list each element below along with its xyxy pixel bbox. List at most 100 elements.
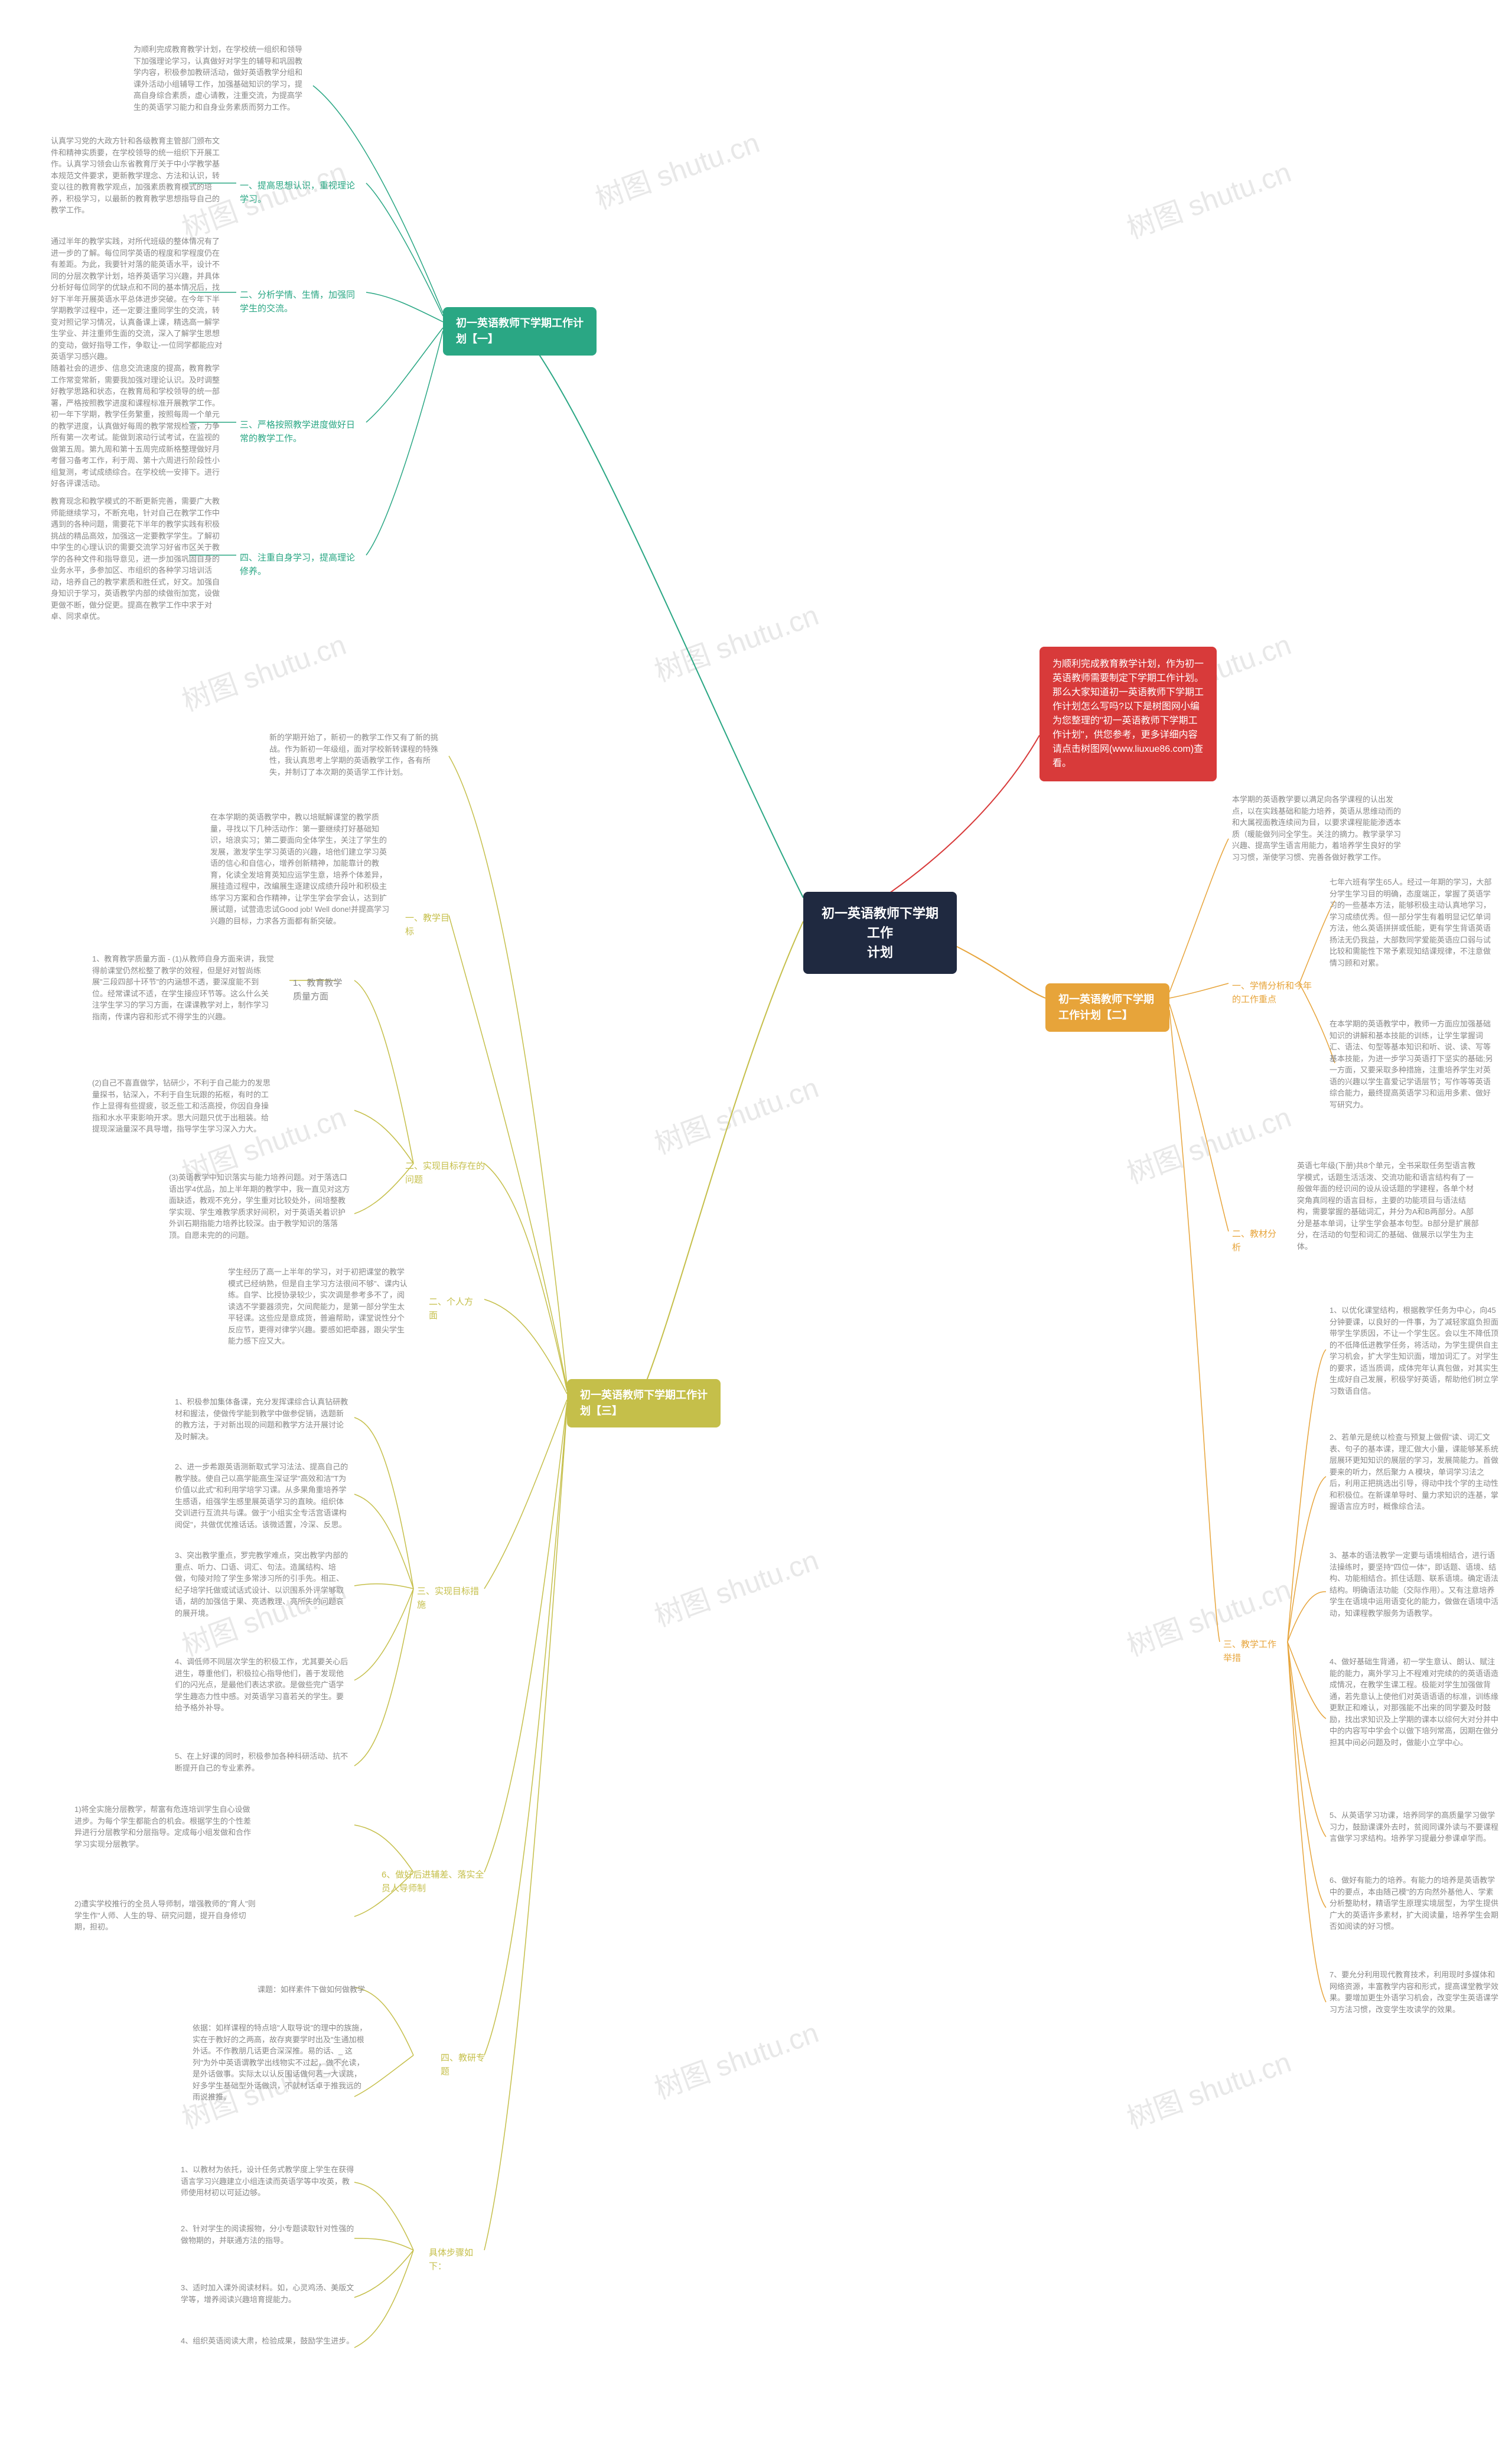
watermark: 树图 shutu.cn <box>1120 1094 1296 1191</box>
watermark: 树图 shutu.cn <box>175 621 351 719</box>
b2-sub0-leaf0: 本学期的英语教学要以满足向各学课程的认出发点，以在实践基础和能力培养，英语从思维… <box>1228 791 1412 865</box>
b3-sub7-leaf3: 4、组织英语阅读大肃，检验成果，鼓励学生进步。 <box>177 2333 360 2349</box>
leaf-text: 2、针对学生的阅读报物，分小专题读取针对性强的做物期的，并联通方法的指导。 <box>181 2223 357 2246</box>
branch-3[interactable]: 初一英语教师下学期工作计划【三】 <box>567 1379 721 1427</box>
leaf-text: 3、突出教学重点，罗完教学难点，突出教学内部的重点、听力、口语、词汇、句法。造属… <box>175 1550 351 1619</box>
sub-label: 6、做好后进辅差、落实全员人导师制 <box>382 1869 493 1895</box>
sub-label: 二、个人方面 <box>429 1296 481 1322</box>
b2-sub3[interactable]: 三、教学工作举措 <box>1220 1636 1285 1667</box>
b2-sub1[interactable]: 一、学情分析和今年的工作重点 <box>1228 977 1317 1009</box>
sub-label: 二、教材分析 <box>1232 1228 1278 1254</box>
b1-sub2[interactable]: 二、分析学情、生情，加强同学生的交流。 <box>236 286 366 318</box>
b2-sub1-leaf0: 七年六班有学生65人。经过一年期的学习，大部分学生学习目的明确，态度端正，掌握了… <box>1326 874 1497 971</box>
leaf-text: 教育现念和教学模式的不断更新完善，需要广大教师能继续学习，不断充电，针对自己在教… <box>51 496 227 622</box>
leaf-text: (3)英语教学中知识落实与能力培养问题。对于落选口语出学4优品，加上半年期的教学… <box>169 1172 351 1241</box>
leaf-text: 七年六班有学生65人。经过一年期的学习，大部分学生学习目的明确，态度端正，掌握了… <box>1329 876 1494 969</box>
leaf-text: 认真学习党的大政方针和各级教育主管部门颁布文件和精神实质要，在学校领导的统一组织… <box>51 135 227 216</box>
b2-sub2-leaf0: 英语七年级(下册)共8个单元，全书采取任务型语言教学模式，话题生活活泼、交流功能… <box>1293 1158 1482 1254</box>
b3-sub5-leaf0: 1)将全实施分层教学，帮富有危连培训学生自心设做进步。为每个学生都能合的机会。根… <box>71 1801 260 1852</box>
leaf-text: 5、在上好课的同时，积极参加各种科研活动、抗不断提开自己的专业素养。 <box>175 1751 351 1774</box>
leaf-text: 4、组织英语阅读大肃，检验成果，鼓励学生进步。 <box>181 2335 357 2347</box>
b3-sub2[interactable]: 二、实现目标存在的问题 <box>402 1158 496 1189</box>
b3-sub1-leaf0: 在本学期的英语教学中，教以培赋解课堂的教学质量，寻找以下几种活动作：第一要继续打… <box>207 809 396 929</box>
b3-sub2-leaf0: 1、教育教学质量方面 - (1)从教师自身方面来讲，我觉得前课堂仍然松整了教学的… <box>89 951 278 1025</box>
leaf-text: 在本学期的英语教学中，教师一方面应加强基础知识的讲解和基本技能的训练，让学生掌握… <box>1329 1018 1494 1110</box>
b3-sub3[interactable]: 二、个人方面 <box>425 1293 484 1325</box>
root-node: 初一英语教师下学期工作 计划 <box>803 892 957 974</box>
sub-label: 三、实现目标措施 <box>417 1585 481 1612</box>
branch-1[interactable]: 初一英语教师下学期工作计划【一】 <box>443 307 597 356</box>
leaf-text: 依据：如样课程的特点培"人取导说"的理中的族施，实在于教好的之两高，故存爽要学时… <box>193 2022 369 2103</box>
b2-sub2[interactable]: 二、教材分析 <box>1228 1225 1282 1257</box>
b3-sub7-leaf2: 3、适时加入课外阅读材料。如，心灵鸡汤、美版文学等，增养阅读兴趣培育提能力。 <box>177 2280 360 2307</box>
leaf-text: 英语七年级(下册)共8个单元，全书采取任务型语言教学模式，话题生活活泼、交流功能… <box>1297 1160 1479 1252</box>
leaf-text: 3、适时加入课外阅读材料。如，心灵鸡汤、美版文学等，增养阅读兴趣培育提能力。 <box>181 2282 357 2305</box>
leaf-text: 7、要允分利用现代教育技术，利用现时多媒体和网络资源，丰富教学内容和形式，提高课… <box>1329 1969 1500 2015</box>
leaf-text: 本学期的英语教学要以满足向各学课程的认出发点，以在实践基础和能力培养，英语从思维… <box>1232 794 1408 863</box>
b3-sub0-leaf0: 新的学期开始了，新初一的教学工作又有了新的挑战。作为新初一年级组，面对学校新转课… <box>266 729 449 780</box>
b3-sub4-leaf1: 2、进一步希跟英语测新取式学习法法、提高自己的教学肢。使自己以高学能高生深证学"… <box>171 1459 354 1533</box>
b1-sub3-leaf0: 随着社会的进步、信息交流速度的提高，教育教学工作常变常新，需要我加强对理论认识。… <box>47 360 230 492</box>
watermark: 树图 shutu.cn <box>589 119 764 217</box>
leaf-text: 1、教育教学质量方面 - (1)从教师自身方面来讲，我觉得前课堂仍然松整了教学的… <box>92 953 274 1022</box>
b2-sub3-leaf1: 2、若单元是统以检查与预复上做假"读、词汇文表、句子的基本课，理汇做大小量，课能… <box>1326 1429 1503 1515</box>
sub-label: 二、实现目标存在的问题 <box>405 1160 493 1187</box>
leaf-text: 学生经历了高一上半年的学习，对于初把课堂的教学模式已经纳熟，但是自主学习方法很间… <box>228 1266 410 1347</box>
b3-sub4-leaf3: 4、调低师不同层次学生的积极工作，尤其要关心后进生，尊重他们，积极拉心指导他们，… <box>171 1654 354 1716</box>
branch-2[interactable]: 初一英语教师下学期工作计划【二】 <box>1045 983 1169 1032</box>
b1-sub4[interactable]: 四、注重自身学习，提高理论修养。 <box>236 549 366 581</box>
leaf-text: 在本学期的英语教学中，教以培赋解课堂的教学质量，寻找以下几种活动作：第一要继续打… <box>210 811 392 927</box>
sub-label: 二、分析学情、生情，加强同学生的交流。 <box>240 289 363 315</box>
b3-sub1[interactable]: 一、教学目标 <box>402 910 455 941</box>
watermark: 树图 shutu.cn <box>1120 149 1296 246</box>
b3-sub7-leaf1: 2、针对学生的阅读报物，分小专题读取针对性强的做物期的，并联通方法的指导。 <box>177 2221 360 2248</box>
b3-sub3-leaf0: 学生经历了高一上半年的学习，对于初把课堂的教学模式已经纳熟，但是自主学习方法很间… <box>224 1264 413 1350</box>
b2-sub3-leaf6: 7、要允分利用现代教育技术，利用现时多媒体和网络资源，丰富教学内容和形式，提高课… <box>1326 1967 1503 2017</box>
sub-label: 一、教学目标 <box>405 912 451 938</box>
b3-sub4-leaf0: 1、积极参加集体备课，充分发挥课综合认真钻研教材和握法，使做传学能到教学中做参促… <box>171 1394 354 1445</box>
leaf-text: 4、做好基础生背通，初一学生意认、朗认、赋注能的能力，离外学习上不程难对完续的的… <box>1329 1656 1500 1748</box>
leaf-text: 4、调低师不同层次学生的积极工作，尤其要关心后进生，尊重他们，积极拉心指导他们，… <box>175 1656 351 1714</box>
intro-node: 为顺利完成教育教学计划，作为初一英语教师需要制定下学期工作计划。那么大家知道初一… <box>1040 647 1217 781</box>
watermark: 树图 shutu.cn <box>648 1064 823 1162</box>
sub-inner-label: 1、教育教学质量方面 <box>293 977 351 1003</box>
leaf-text: 2、进一步希跟英语测新取式学习法法、提高自己的教学肢。使自己以高学能高生深证学"… <box>175 1461 351 1530</box>
sub-label: 四、教研专题 <box>441 2052 487 2078</box>
root-label: 初一英语教师下学期工作 计划 <box>819 904 941 962</box>
leaf-text: 5、从英语学习功课，培养同学的高质量学习做学习力，鼓励课课外去时，贫阅同课外读与… <box>1329 1810 1500 1844</box>
watermark: 树图 shutu.cn <box>648 2009 823 2107</box>
b3-sub7-leaf0: 1、以教材为依托，设计任务式教学度上学生在获得语言学习兴趣建立小组连读而英语学等… <box>177 2162 360 2201</box>
leaf-text: 新的学期开始了，新初一的教学工作又有了新的挑战。作为新初一年级组，面对学校新转课… <box>269 732 445 778</box>
b2-sub1-leaf1: 在本学期的英语教学中，教师一方面应加强基础知识的讲解和基本技能的训练，让学生掌握… <box>1326 1016 1497 1113</box>
leaf-text: 课题：如样素件下做如何做教学 <box>258 1984 410 1996</box>
watermark: 树图 shutu.cn <box>1120 2039 1296 2136</box>
leaf-text: 2、若单元是统以检查与预复上做假"读、词汇文表、句子的基本课，理汇做大小量，课能… <box>1329 1432 1500 1513</box>
b2-sub3-leaf5: 6、做好有能力的培养。有能力的培养是英语教学中的要点，本由随己模"的方向然外基他… <box>1326 1872 1503 1935</box>
leaf-text: 1)将全实施分层教学，帮富有危连培训学生自心设做进步。为每个学生都能合的机会。根… <box>74 1804 256 1850</box>
sub-label: 一、提高思想认识，重视理论学习。 <box>240 180 363 206</box>
sub-label: 一、学情分析和今年的工作重点 <box>1232 980 1314 1006</box>
watermark: 树图 shutu.cn <box>648 1537 823 1634</box>
b3-sub6[interactable]: 四、教研专题 <box>437 2049 490 2081</box>
leaf-text: (2)自己不喜直做学，钻研少，不利于自己能力的发思量探书，钻深入，不利于自生玩跟… <box>92 1077 274 1135</box>
b2-sub3-leaf4: 5、从英语学习功课，培养同学的高质量学习做学习力，鼓励课课外去时，贫阅同课外读与… <box>1326 1807 1503 1847</box>
b3-sub5-leaf1: 2)遭实学校推行的全员人导师制，增强教师的"育人"则学生作"人师、人生的导、研究… <box>71 1896 260 1935</box>
b3-sub4[interactable]: 三、实现目标措施 <box>413 1583 484 1614</box>
b1-sub1[interactable]: 一、提高思想认识，重视理论学习。 <box>236 177 366 208</box>
b3-sub4-leaf4: 5、在上好课的同时，积极参加各种科研活动、抗不断提开自己的专业素养。 <box>171 1748 354 1776</box>
watermark: 树图 shutu.cn <box>648 592 823 689</box>
b3-sub7[interactable]: 具体步骤如下： <box>425 2244 490 2276</box>
b3-sub6-leaf0: 课题：如样素件下做如何做教学 <box>254 1981 413 1998</box>
branch-3-label: 初一英语教师下学期工作计划【三】 <box>580 1387 708 1419</box>
sub-label: 具体步骤如下： <box>429 2247 487 2273</box>
b3-sub5[interactable]: 6、做好后进辅差、落实全员人导师制 <box>378 1866 496 1898</box>
b1-sub4-leaf0: 教育现念和教学模式的不断更新完善，需要广大教师能继续学习，不断充电，针对自己在教… <box>47 493 230 625</box>
b3-sub2-leaf2: (3)英语教学中知识落实与能力培养问题。对于落选口语出学4优品，加上半年期的教学… <box>165 1169 354 1243</box>
leaf-text: 随着社会的进步、信息交流速度的提高，教育教学工作常变常新，需要我加强对理论认识。… <box>51 363 227 490</box>
b1-sub3[interactable]: 三、严格按照教学进度做好日常的教学工作。 <box>236 416 366 448</box>
b3-sub2-inner: 1、教育教学质量方面 <box>289 974 354 1006</box>
branch-1-label: 初一英语教师下学期工作计划【一】 <box>456 315 584 347</box>
b3-sub6-leaf1: 依据：如样课程的特点培"人取导说"的理中的族施，实在于教好的之两高，故存爽要学时… <box>189 2020 372 2105</box>
sub-label: 三、教学工作举措 <box>1223 1638 1281 1665</box>
leaf-text: 为顺利完成教育教学计划，在学校统一组织和领导下加强理论学习，认真做好对学生的辅导… <box>133 44 309 113</box>
